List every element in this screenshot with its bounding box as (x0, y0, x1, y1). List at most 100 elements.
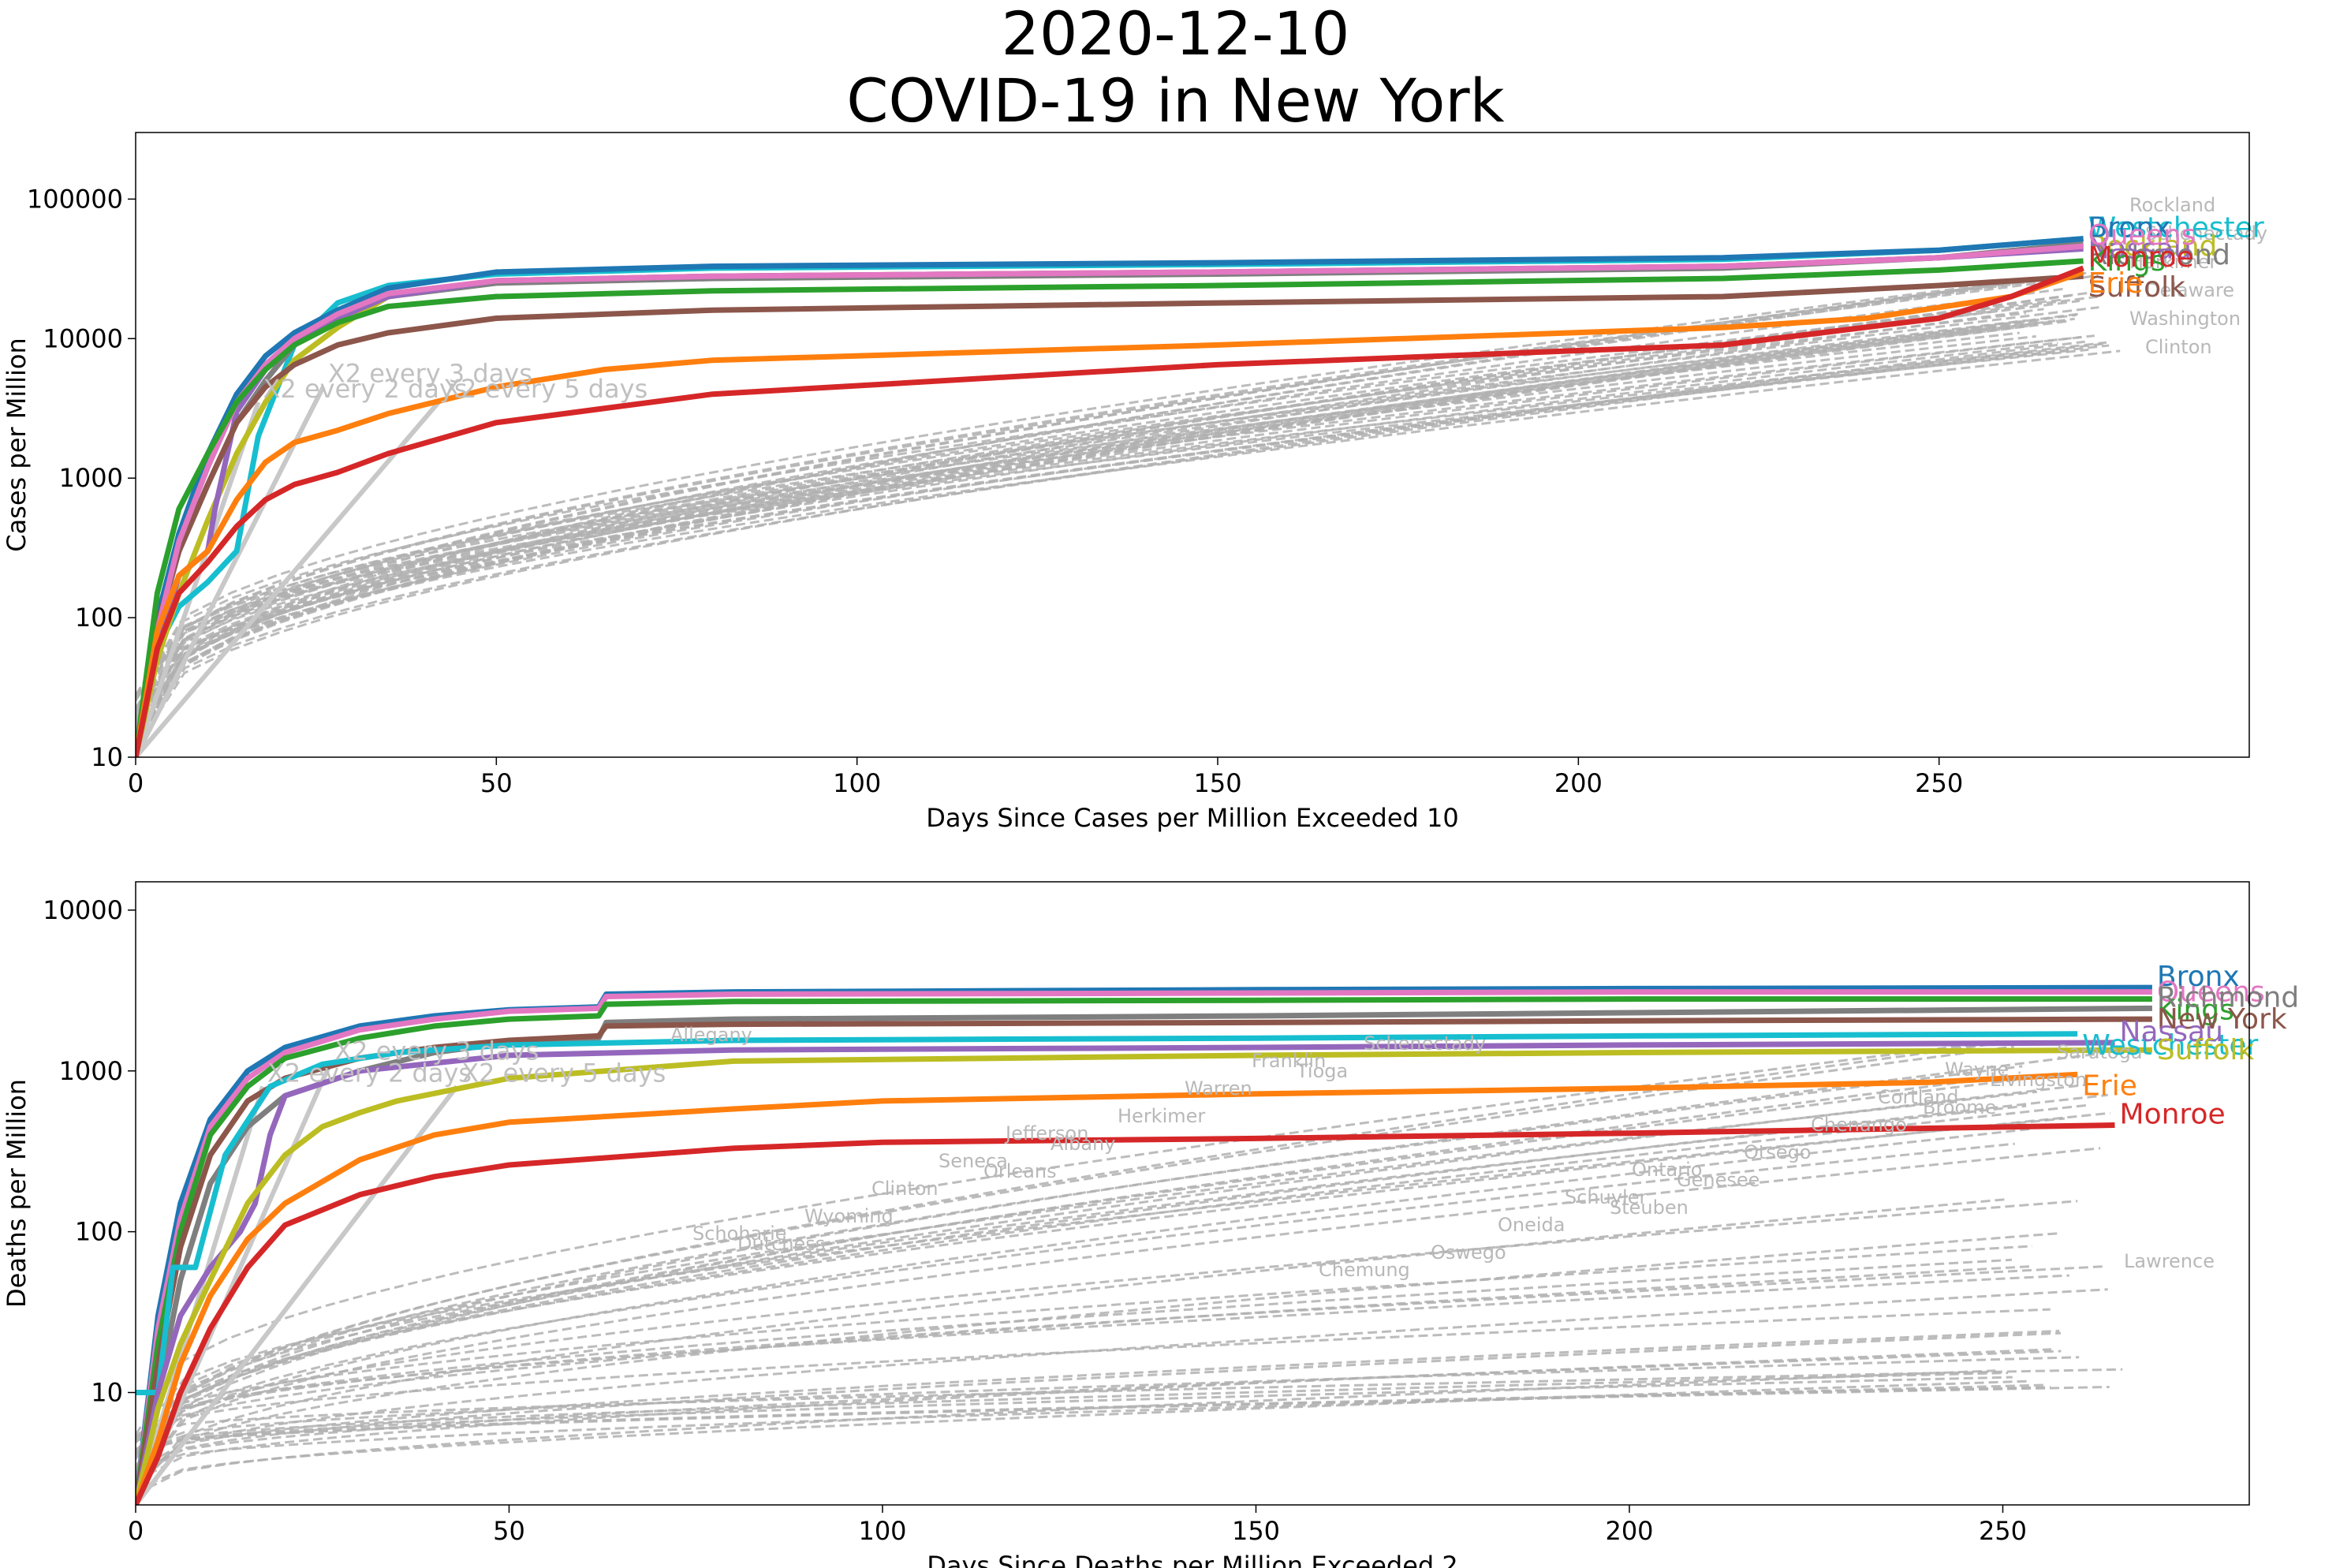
reference-line (136, 401, 261, 757)
background-county-label: Washington (2129, 308, 2241, 330)
reference-line (136, 1085, 265, 1505)
background-county-label: Saratoga (2057, 1041, 2143, 1063)
background-county-line (136, 1074, 2050, 1479)
series-label: Suffolk (2088, 271, 2185, 304)
background-county-line (136, 319, 2069, 744)
series-label: Nassau (2088, 233, 2192, 265)
x-tick-label: 50 (480, 768, 513, 798)
background-county-label: Wyoming (804, 1205, 894, 1227)
background-county-line (136, 291, 2091, 741)
y-tick-label: 1000 (59, 463, 123, 493)
series-label: Kings (2157, 995, 2234, 1027)
background-county-label: Chenango (1811, 1114, 1907, 1136)
x-axis-label: Days Since Deaths per Million Exceeded 2 (927, 1551, 1458, 1568)
background-county-line (136, 1197, 2009, 1492)
background-county-label: Allegany (670, 1024, 752, 1046)
background-county-label: Franklin (1252, 1050, 1326, 1072)
background-county-line (136, 349, 2069, 719)
background-county-label: Clinton (2145, 336, 2212, 358)
series-label: Queens (2157, 976, 2265, 1009)
series-label: Nassau (2120, 1016, 2223, 1048)
background-county-label: Ontario (1632, 1159, 1702, 1181)
background-county-line (136, 274, 2057, 747)
reference-line-label: X2 every 2 days (267, 1058, 472, 1088)
background-county-label: Albany (1050, 1133, 1115, 1155)
y-tick-label: 10 (91, 742, 123, 772)
series-line-nassau (136, 1040, 2115, 1505)
figure-title: 2020-12-10 COVID-19 in New York (0, 0, 2351, 134)
y-axis-label: Cases per Million (2, 338, 32, 552)
background-county-line (136, 312, 2078, 746)
background-county-label: Lawrence (2124, 1250, 2215, 1272)
series-label: Bronx (2088, 212, 2171, 245)
y-tick-label: 10 (91, 1378, 123, 1408)
series-label: Richmond (2157, 981, 2299, 1014)
background-county-line (136, 1331, 2062, 1477)
background-county-label: Schuyler (1565, 1186, 1647, 1208)
reference-line-label: X2 every 5 days (461, 1058, 666, 1088)
x-tick-label: 200 (1554, 768, 1603, 798)
series-label: Westchester (2082, 1029, 2258, 1062)
background-county-line (136, 1051, 2103, 1480)
x-tick-label: 150 (1232, 1516, 1280, 1546)
series-line-westchester (136, 1031, 2078, 1395)
x-tick-label: 200 (1605, 1516, 1653, 1546)
background-county-line (136, 319, 2042, 698)
y-tick-label: 100 (75, 1217, 123, 1247)
background-county-line (136, 1127, 2034, 1486)
background-county-label: Oneida (1498, 1214, 1565, 1236)
background-county-line (136, 1329, 2060, 1471)
x-tick-label: 0 (128, 1516, 144, 1546)
x-tick-label: 250 (1915, 768, 1963, 798)
background-county-line (136, 1045, 2014, 1474)
series-label: Westchester (2088, 212, 2264, 245)
y-axis-label: Deaths per Million (2, 1079, 32, 1308)
background-county-line (136, 1258, 2012, 1443)
series-label: Erie (2088, 267, 2144, 300)
series-line-monroe (136, 1122, 2115, 1505)
x-tick-label: 100 (858, 1516, 906, 1546)
background-county-line (136, 1104, 2027, 1456)
background-county-label: Clinton (871, 1178, 939, 1200)
reference-line-label: X2 every 3 days (328, 359, 532, 389)
background-county-label: Otsego (1744, 1141, 1812, 1163)
background-county-label: Herkimer (1118, 1105, 1205, 1127)
background-county-label: Schoharie (692, 1223, 787, 1245)
series-label: Monroe (2120, 1099, 2226, 1131)
background-county-line (136, 331, 2020, 697)
background-county-line (136, 1288, 2108, 1480)
background-county-line (136, 1103, 2088, 1468)
background-county-label: Chemung (1319, 1259, 1410, 1281)
y-tick-label: 100000 (27, 184, 123, 214)
series-line-kings (136, 996, 2152, 1505)
background-county-line (136, 271, 2089, 724)
series-label: Kings (2088, 245, 2166, 278)
background-county-label: Livingston (1990, 1069, 2087, 1091)
plot-frame (135, 132, 2250, 758)
background-county-line (136, 287, 2066, 722)
background-county-label: Schenectady (1364, 1032, 1486, 1055)
x-tick-label: 50 (493, 1516, 525, 1546)
background-county-line (136, 1147, 2101, 1484)
background-county-label: Herkimer (2129, 251, 2217, 273)
x-tick-label: 150 (1193, 768, 1241, 798)
y-tick-label: 10000 (43, 895, 123, 925)
reference-line-label: X2 every 5 days (443, 374, 647, 404)
background-county-label: Jefferson (1004, 1122, 1088, 1144)
series-line-erie (136, 1071, 2078, 1505)
series-line-kings (136, 258, 2084, 757)
x-tick-label: 0 (128, 768, 144, 798)
reference-line (136, 401, 441, 757)
background-county-label: Schenectady (2145, 222, 2267, 245)
y-tick-label: 10000 (43, 323, 123, 353)
series-line-queens (136, 243, 2084, 757)
plot-frame (135, 881, 2250, 1506)
background-county-line (136, 1350, 2062, 1473)
background-county-label: Wayne (1945, 1058, 2009, 1081)
background-county-label: Delaware (2145, 279, 2234, 301)
series-label: Suffolk (2157, 1034, 2254, 1066)
background-county-label: Dutchess (737, 1233, 825, 1255)
background-county-line (136, 274, 2057, 696)
